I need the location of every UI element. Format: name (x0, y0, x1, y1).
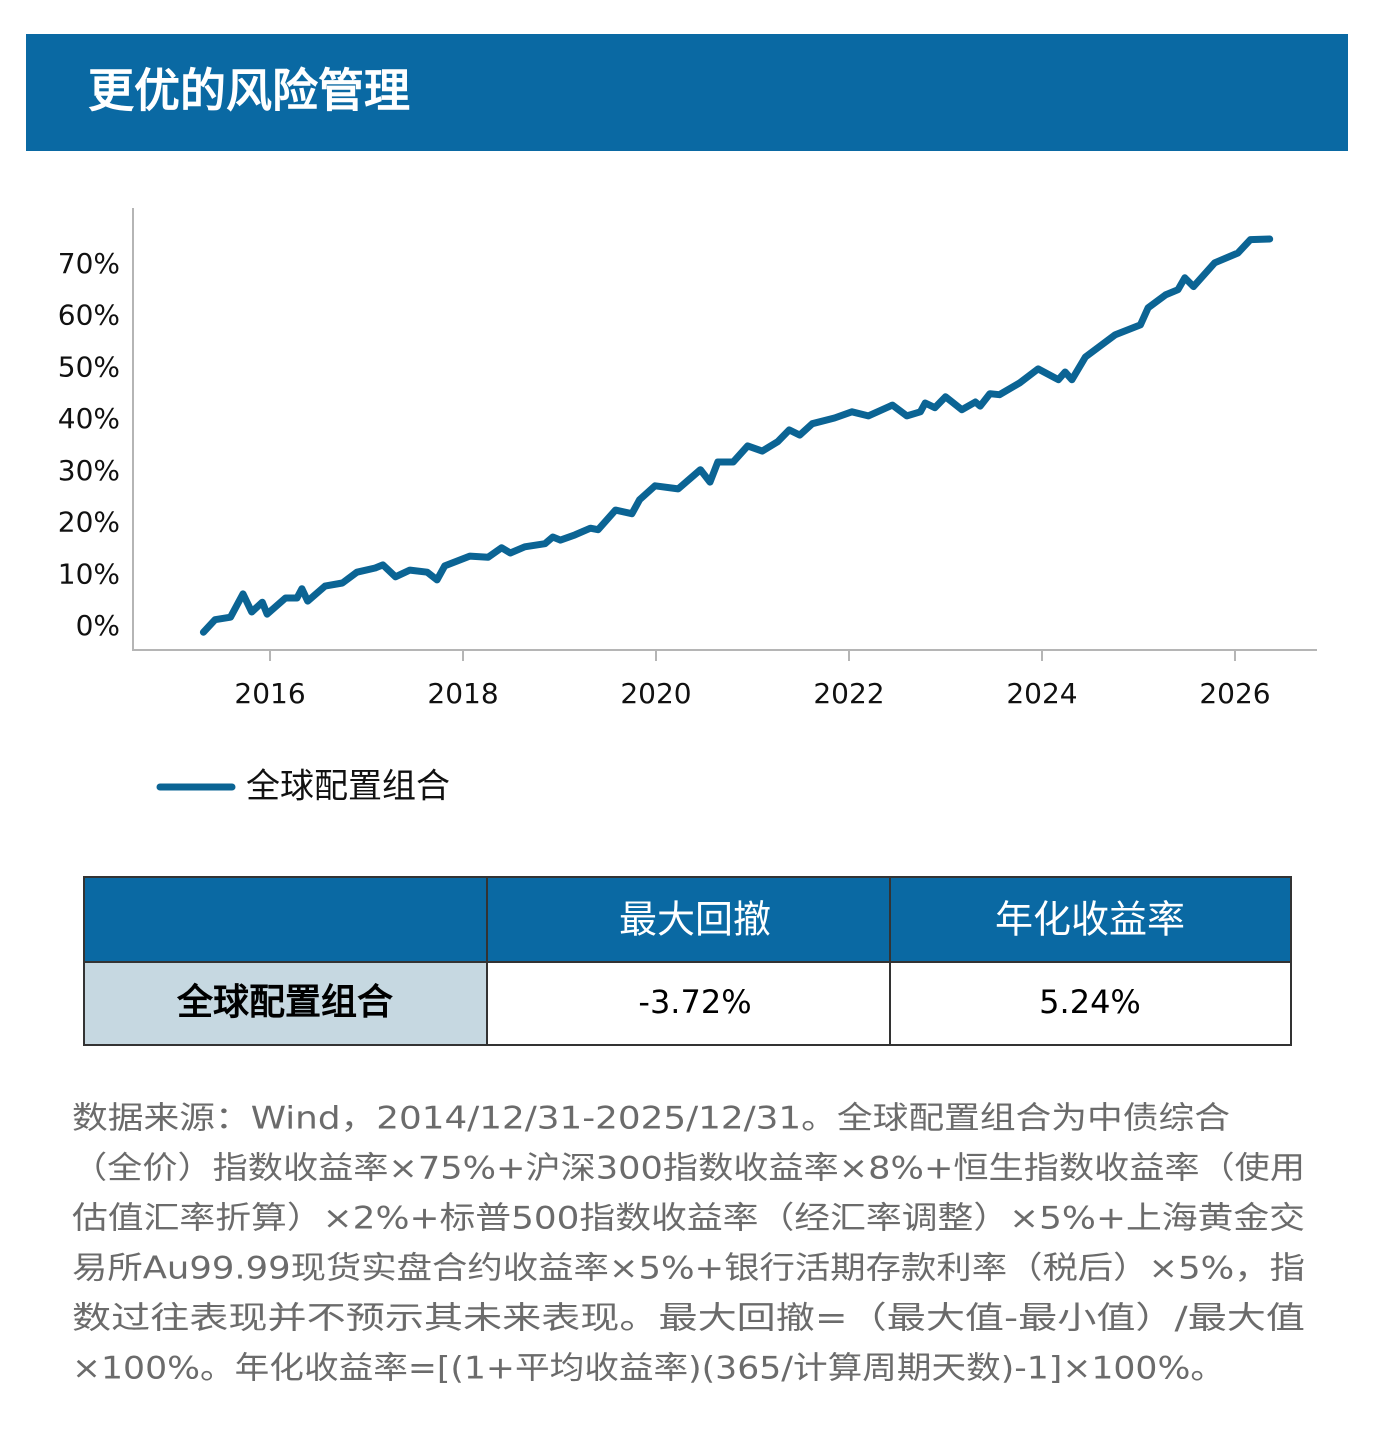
y-tick-label: 60% (58, 299, 120, 332)
header-bar (26, 34, 1348, 151)
x-tick-label: 2022 (813, 677, 884, 710)
table-column-header: 年化收益率 (995, 898, 1185, 942)
y-tick-label: 20% (58, 506, 120, 539)
y-tick-label: 70% (58, 247, 120, 280)
y-tick-label: 40% (58, 402, 120, 435)
legend-label: 全球配置组合 (246, 767, 450, 807)
footnote-line: 易所Au99.99现货实盘合约收益率×5%+银行活期存款利率（税后）×5%，指 (72, 1251, 1305, 1287)
footnote: 数据来源：Wind，2014/12/31-2025/12/31。全球配置组合为中… (72, 1101, 1305, 1387)
footnote-line: ×100%。年化收益率=[(1+平均收益率)(365/计算周期天数)-1]×10… (72, 1351, 1225, 1387)
x-tick-label: 2026 (1199, 677, 1270, 710)
table-row-label-bg (84, 962, 487, 1045)
x-tick-label: 2018 (427, 677, 498, 710)
footnote-line: 数据来源：Wind，2014/12/31-2025/12/31。全球配置组合为中… (72, 1101, 1230, 1137)
table-column-header: 最大回撤 (619, 898, 771, 942)
table-cell: 5.24% (1039, 983, 1141, 1021)
x-tick-label: 2024 (1006, 677, 1077, 710)
y-tick-label: 10% (58, 557, 120, 590)
table-row-label: 全球配置组合 (176, 981, 393, 1023)
footnote-line: 估值汇率折算）×2%+标普500指数收益率（经汇率调整）×5%+上海黄金交 (72, 1201, 1305, 1237)
header-title: 更优的风险管理 (88, 64, 410, 118)
table-header-bg (84, 877, 1291, 962)
footnote-line: 数过往表现并不预示其未来表现。最大回撤=（最大值-最小值）/最大值 (72, 1301, 1305, 1337)
y-tick-label: 30% (58, 454, 120, 487)
data-line (199, 235, 1274, 636)
footnote-line: （全价）指数收益率×75%+沪深300指数收益率×8%+恒生指数收益率（使用 (72, 1151, 1305, 1187)
y-tick-label: 50% (58, 350, 120, 383)
table-cell: -3.72% (638, 983, 751, 1021)
x-tick-label: 2016 (234, 677, 305, 710)
y-tick-label: 0% (76, 609, 120, 642)
x-tick-label: 2020 (620, 677, 691, 710)
